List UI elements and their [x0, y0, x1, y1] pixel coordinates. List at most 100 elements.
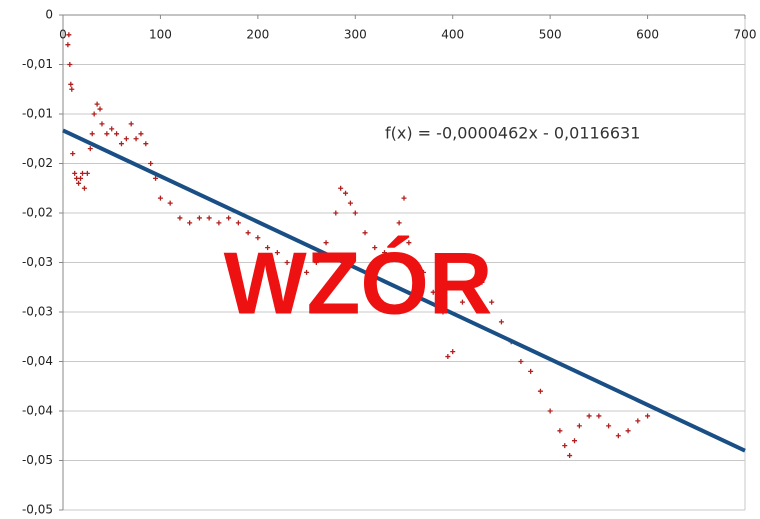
y-tick-label: 0: [45, 8, 53, 22]
data-point: [65, 42, 71, 48]
data-point: [89, 131, 95, 137]
data-point: [118, 141, 124, 147]
data-point: [396, 220, 402, 226]
data-point: [84, 170, 90, 176]
data-point: [547, 408, 553, 414]
x-tick-label: 400: [441, 28, 464, 42]
data-point: [411, 260, 417, 265]
data-point: [216, 220, 222, 226]
data-point: [99, 121, 105, 127]
data-point: [562, 443, 568, 449]
data-point: [430, 289, 436, 295]
data-point: [586, 413, 592, 419]
data-point: [109, 126, 115, 132]
trendline-equation: f(x) = -0,0000462x - 0,0116631: [385, 124, 640, 143]
data-point: [133, 136, 139, 142]
x-tick-label: 500: [539, 28, 562, 42]
data-point: [87, 146, 93, 152]
data-point: [606, 423, 612, 429]
data-point: [123, 136, 129, 142]
data-point: [362, 230, 368, 236]
data-point: [81, 185, 87, 191]
data-point: [391, 240, 397, 246]
data-point: [143, 141, 149, 147]
data-point: [615, 433, 621, 439]
y-tick-label: -0,04: [22, 404, 53, 418]
data-point: [572, 438, 577, 444]
data-point: [114, 131, 120, 137]
y-tick-label: -0,03: [22, 255, 53, 269]
data-point: [347, 200, 353, 206]
y-tick-label: -0,02: [22, 156, 53, 170]
data-point: [94, 101, 100, 107]
y-tick-label: -0,05: [22, 503, 53, 517]
data-point: [196, 215, 202, 221]
data-point: [382, 250, 388, 256]
y-tick-label: -0,05: [22, 453, 53, 467]
x-tick-label: 300: [344, 28, 367, 42]
watermark: WZÓR: [224, 233, 493, 332]
data-point: [206, 215, 212, 221]
data-point: [489, 299, 495, 305]
data-point: [148, 161, 154, 166]
data-point: [323, 240, 329, 246]
data-point: [76, 180, 82, 186]
trendline: [62, 128, 746, 453]
data-point: [304, 269, 310, 275]
data-point: [68, 81, 74, 87]
data-point: [567, 453, 573, 459]
data-point: [528, 368, 534, 374]
data-point: [226, 215, 232, 221]
data-point: [235, 220, 241, 226]
data-point: [69, 86, 75, 92]
data-point: [445, 354, 451, 360]
data-point: [576, 423, 582, 429]
data-point: [91, 111, 97, 117]
x-tick-label: 700: [734, 28, 757, 42]
data-point: [333, 210, 339, 216]
data-point: [255, 235, 261, 241]
y-tick-label: -0,01: [22, 57, 53, 71]
data-point: [557, 428, 563, 434]
data-point: [66, 32, 72, 38]
y-tick-label: -0,04: [22, 354, 53, 368]
data-point: [79, 170, 85, 176]
data-point: [104, 131, 110, 137]
data-point: [537, 388, 543, 394]
data-point: [635, 418, 641, 424]
data-point: [187, 220, 193, 226]
data-point: [596, 413, 602, 419]
data-point: [157, 195, 163, 201]
data-point: [343, 190, 349, 196]
data-point: [372, 245, 378, 251]
data-point: [645, 413, 651, 419]
data-point: [625, 428, 631, 434]
data-point: [72, 170, 78, 176]
y-tick-label: -0,03: [22, 305, 53, 319]
data-point: [70, 151, 76, 157]
data-point: [352, 210, 358, 216]
data-point: [78, 175, 84, 181]
data-point: [518, 359, 524, 364]
x-tick-label: 100: [149, 28, 172, 42]
y-tick-label: -0,02: [22, 206, 53, 220]
data-point: [401, 195, 407, 201]
y-tick-label: -0,01: [22, 107, 53, 121]
data-point: [67, 62, 73, 67]
data-point: [313, 260, 319, 265]
data-point: [406, 240, 412, 246]
data-point: [177, 215, 183, 221]
data-point: [138, 131, 144, 137]
data-point: [459, 299, 465, 305]
data-point: [338, 185, 344, 191]
x-tick-label: 0: [59, 28, 67, 42]
data-point: [294, 264, 300, 270]
data-point: [420, 269, 426, 275]
data-point: [153, 175, 159, 181]
data-point: [479, 279, 485, 285]
x-tick-label: 200: [246, 28, 269, 42]
data-point: [469, 289, 475, 295]
data-point: [245, 230, 251, 236]
x-tick-label: 600: [636, 28, 659, 42]
data-point: [167, 200, 173, 206]
